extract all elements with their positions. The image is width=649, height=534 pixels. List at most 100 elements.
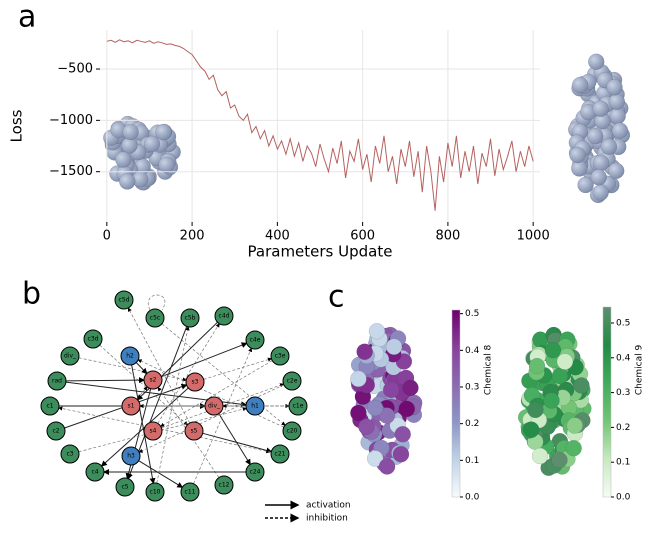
node <box>245 396 265 416</box>
node-label: c12 <box>219 482 230 489</box>
edge <box>58 406 272 453</box>
colorbar <box>451 309 461 498</box>
edge <box>138 460 184 488</box>
cell <box>551 367 569 385</box>
colorbar-tick-label: 0.3 <box>616 388 630 398</box>
node-label: h3 <box>127 453 135 460</box>
cell <box>565 439 582 457</box>
node <box>115 477 135 497</box>
node-label: s4 <box>150 428 157 435</box>
colorbar-tick-label: 0.3 <box>465 383 479 393</box>
edge <box>157 323 220 424</box>
cell <box>577 176 594 194</box>
edge <box>193 347 253 484</box>
node-label: c5c <box>150 315 160 322</box>
edge <box>161 383 285 429</box>
edge <box>131 364 156 485</box>
cell <box>358 418 375 435</box>
node <box>145 308 165 328</box>
cell <box>158 156 175 174</box>
x-tick-label: 0 <box>103 229 111 244</box>
edge <box>203 357 273 380</box>
node <box>288 396 308 416</box>
node-label: c20 <box>287 428 298 435</box>
node-label: c1e <box>293 403 304 410</box>
cell-clusters <box>103 53 631 477</box>
cell <box>587 53 605 71</box>
cell <box>398 400 416 418</box>
x-tick-label: 800 <box>435 229 460 244</box>
cell <box>143 135 161 153</box>
node-label: c2 <box>52 428 59 435</box>
cell <box>573 377 590 394</box>
node-label: c5b <box>185 315 196 322</box>
node-label: c2e <box>287 378 298 385</box>
cell <box>556 353 574 370</box>
x-tick-label: 400 <box>265 229 290 244</box>
cell <box>356 343 373 360</box>
cell <box>543 392 560 409</box>
colorbar-tick-label: 0.0 <box>616 493 631 503</box>
cell <box>592 184 609 201</box>
edge <box>161 342 248 378</box>
cell <box>115 151 132 168</box>
cell <box>586 127 604 145</box>
colorbar-tick-label: 0.2 <box>465 419 479 429</box>
self-loop <box>147 294 166 311</box>
node <box>114 290 134 310</box>
legend-label: activation <box>306 501 351 511</box>
cell <box>608 93 626 110</box>
node <box>145 482 165 502</box>
node <box>270 346 290 366</box>
cell <box>569 146 586 164</box>
node <box>47 371 67 391</box>
node-label: c3e <box>275 353 286 360</box>
node-label: c4d <box>219 313 230 320</box>
edge <box>160 360 273 427</box>
cell <box>155 123 172 141</box>
node-label: s5 <box>191 428 198 435</box>
cell <box>590 168 607 186</box>
edge <box>161 323 286 426</box>
x-tick-label: 600 <box>350 229 375 244</box>
x-tick-label: 1000 <box>517 229 550 244</box>
colorbar-tick-label: 0.5 <box>616 319 630 329</box>
cell <box>378 458 396 475</box>
node <box>143 421 163 441</box>
cell <box>544 341 562 359</box>
node <box>120 346 140 366</box>
cell <box>592 154 610 172</box>
y-tick-label: −1000 <box>49 113 93 128</box>
node-label: c4 <box>91 469 98 476</box>
node <box>282 421 302 441</box>
colorbar-tick-label: 0.5 <box>465 309 479 319</box>
cell <box>366 450 384 467</box>
cell <box>382 381 400 399</box>
cell <box>592 100 609 117</box>
node <box>46 421 66 441</box>
node <box>204 396 224 416</box>
cell <box>527 401 544 419</box>
cell <box>122 123 139 141</box>
cell <box>571 76 589 94</box>
edge <box>127 307 191 424</box>
edge <box>78 407 247 453</box>
loss-plot: −500 −1000 −1500 0 200 400 600 800 1000 Parameter… <box>8 30 550 261</box>
node <box>83 329 103 349</box>
x-tick-label: 200 <box>180 229 205 244</box>
edge <box>202 432 273 454</box>
node <box>270 444 290 464</box>
cell <box>609 107 626 125</box>
panel-label: a <box>18 0 36 35</box>
edge <box>99 344 188 426</box>
edge <box>218 413 251 466</box>
cell <box>368 323 386 340</box>
edge <box>135 362 148 375</box>
colorbar-tick-label: 0.4 <box>616 353 631 363</box>
cell <box>394 425 411 443</box>
node-label: s2 <box>150 377 157 384</box>
node <box>85 462 105 482</box>
cell <box>350 404 367 422</box>
edge <box>138 384 284 453</box>
node-label: c10 <box>150 489 161 496</box>
